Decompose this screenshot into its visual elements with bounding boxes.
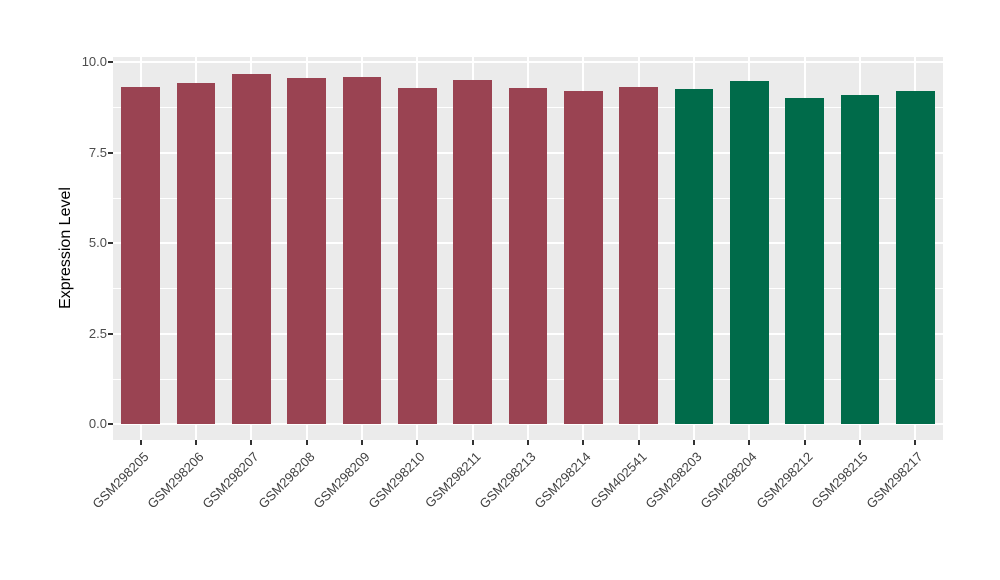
y-tick-label: 7.5 bbox=[88, 144, 107, 160]
x-tick-mark bbox=[803, 440, 806, 445]
y-tick-label: 5.0 bbox=[88, 235, 107, 250]
x-tick-mark bbox=[859, 440, 861, 445]
bar bbox=[785, 97, 825, 424]
bar bbox=[287, 78, 327, 424]
plot-panel bbox=[113, 57, 943, 440]
bar bbox=[453, 80, 493, 424]
x-tick-mark bbox=[748, 440, 751, 445]
y-tick-mark bbox=[108, 61, 113, 63]
x-tick-mark bbox=[527, 440, 529, 445]
bar bbox=[231, 73, 271, 424]
x-tick-mark bbox=[139, 440, 142, 445]
y-tick-label: 0.0 bbox=[88, 416, 107, 431]
x-tick-mark bbox=[637, 440, 640, 445]
bar bbox=[121, 87, 161, 424]
x-tick-mark bbox=[195, 440, 197, 445]
x-tick-mark bbox=[361, 440, 363, 445]
x-tick-mark bbox=[693, 440, 695, 445]
bar bbox=[342, 77, 382, 424]
x-tick-mark bbox=[582, 440, 585, 445]
x-tick-mark bbox=[416, 440, 419, 445]
y-tick-mark bbox=[108, 151, 113, 154]
y-tick-mark bbox=[108, 242, 113, 244]
x-tick-mark bbox=[305, 440, 308, 445]
y-tick-label: 10.0 bbox=[81, 54, 107, 69]
bar bbox=[840, 94, 880, 424]
y-tick-label: 2.5 bbox=[88, 325, 107, 341]
x-tick-mark bbox=[471, 440, 474, 445]
bar bbox=[397, 88, 437, 424]
bar bbox=[563, 91, 603, 424]
x-tick-mark bbox=[250, 440, 253, 445]
bar bbox=[619, 86, 659, 424]
bar bbox=[895, 91, 935, 424]
y-tick-mark bbox=[108, 332, 113, 335]
x-tick-mark bbox=[914, 440, 917, 445]
bar bbox=[176, 82, 216, 424]
bar bbox=[729, 80, 769, 424]
bar bbox=[674, 88, 714, 424]
y-tick-mark bbox=[108, 423, 113, 425]
bar bbox=[508, 88, 548, 424]
